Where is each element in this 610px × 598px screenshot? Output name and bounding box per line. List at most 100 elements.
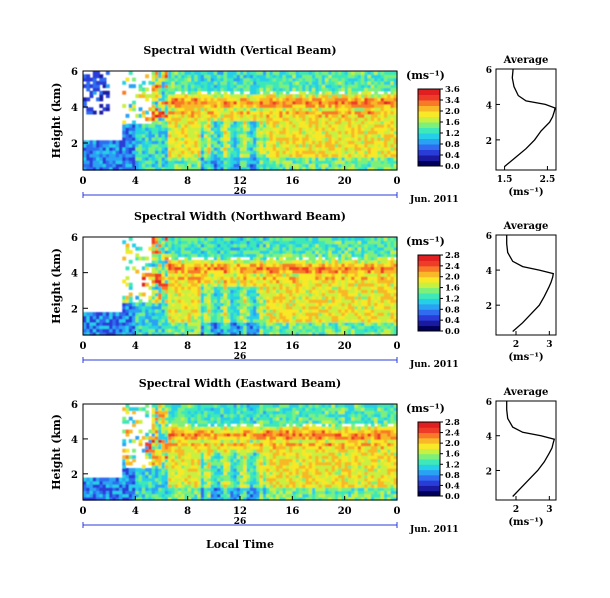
heatmap-cell xyxy=(132,315,136,320)
heatmap-cell xyxy=(302,279,307,284)
heatmap-cell xyxy=(226,133,231,138)
heatmap-cell xyxy=(285,87,290,92)
heatmap-cell xyxy=(122,90,127,95)
heatmap-cell xyxy=(164,113,169,118)
heatmap-cell xyxy=(318,276,323,281)
heatmap-cell xyxy=(174,97,179,102)
heatmap-cell xyxy=(292,246,297,251)
heatmap-cell xyxy=(253,120,257,125)
heatmap-cell xyxy=(243,74,248,79)
heatmap-cell xyxy=(161,113,166,118)
heatmap-cell xyxy=(233,315,238,320)
heatmap-cell xyxy=(282,156,287,161)
heatmap-cell xyxy=(305,253,310,258)
heatmap-cell xyxy=(361,84,365,89)
heatmap-cell xyxy=(236,269,241,274)
heatmap-cell xyxy=(262,318,267,323)
heatmap-cell xyxy=(151,166,156,171)
heatmap-cell xyxy=(177,243,182,248)
heatmap-cell xyxy=(174,77,179,82)
heatmap-cell xyxy=(197,77,202,82)
heatmap-cell xyxy=(347,279,352,284)
heatmap-cell xyxy=(177,100,182,105)
heatmap-cell xyxy=(298,130,303,135)
heatmap-cell xyxy=(210,133,215,138)
heatmap-cell xyxy=(292,331,297,336)
heatmap-cell xyxy=(256,289,261,294)
heatmap-cell xyxy=(344,71,349,75)
heatmap-cell xyxy=(128,84,133,89)
heatmap-cell xyxy=(164,146,169,151)
heatmap-cell xyxy=(158,315,163,320)
heatmap-cell xyxy=(259,150,264,155)
heatmap-cell xyxy=(387,133,392,138)
heatmap-cell xyxy=(285,302,290,307)
heatmap-cell xyxy=(217,246,221,251)
heatmap-cell xyxy=(357,110,362,115)
heatmap-cell xyxy=(115,150,120,155)
heatmap-cell xyxy=(266,163,271,168)
heatmap-cell xyxy=(269,308,274,313)
heatmap-cell xyxy=(321,160,326,164)
heatmap-cell xyxy=(282,289,287,294)
heatmap-cell xyxy=(171,331,176,336)
heatmap-cell xyxy=(96,156,100,161)
heatmap-cell xyxy=(364,272,369,277)
heatmap-cell xyxy=(305,269,310,274)
heatmap-cell xyxy=(197,282,202,287)
heatmap-cell xyxy=(351,130,356,135)
heatmap-cell xyxy=(109,153,114,158)
heatmap-cell xyxy=(285,305,290,310)
heatmap-cell xyxy=(164,325,169,330)
heatmap-cell xyxy=(282,315,287,320)
heatmap-cell xyxy=(367,325,372,330)
heatmap-cell xyxy=(197,166,202,171)
heatmap-cell xyxy=(305,318,310,323)
heatmap-cell xyxy=(262,286,267,290)
heatmap-cell xyxy=(367,120,372,125)
heatmap-cell xyxy=(295,130,300,135)
heatmap-cell xyxy=(243,292,248,297)
heatmap-cell xyxy=(292,97,297,102)
heatmap-cell xyxy=(374,137,378,141)
heatmap-cell xyxy=(275,110,280,115)
heatmap-cell xyxy=(236,123,241,128)
heatmap-cell xyxy=(390,84,395,89)
heatmap-cell xyxy=(272,312,277,316)
heatmap-cell xyxy=(269,140,274,145)
heatmap-cell xyxy=(351,156,356,161)
heatmap-cell xyxy=(171,276,176,281)
heatmap-cell xyxy=(220,127,225,131)
heatmap-cell xyxy=(118,315,123,320)
heatmap-cell xyxy=(148,302,153,307)
heatmap-cell xyxy=(154,321,159,326)
heatmap-cell xyxy=(220,272,225,277)
heatmap-cell xyxy=(285,308,290,313)
heatmap-cell xyxy=(164,87,169,92)
heatmap-cell xyxy=(102,321,107,326)
heatmap-cell xyxy=(213,156,218,161)
heatmap-cell xyxy=(171,263,176,267)
heatmap-cell xyxy=(285,325,290,330)
heatmap-cell xyxy=(364,90,369,95)
heatmap-cell xyxy=(181,110,185,115)
heatmap-cell xyxy=(331,140,336,145)
heatmap-cell xyxy=(279,146,284,151)
heatmap-cell xyxy=(177,276,182,281)
heatmap-cell xyxy=(86,84,91,89)
heatmap-cell xyxy=(168,276,172,281)
heatmap-cell xyxy=(151,71,156,75)
heatmap-cell xyxy=(325,250,329,254)
heatmap-cell xyxy=(168,253,172,258)
heatmap-cell xyxy=(328,74,333,79)
heatmap-cell xyxy=(311,289,316,294)
heatmap-cell xyxy=(253,153,257,158)
heatmap-cell xyxy=(148,246,153,251)
heatmap-cell xyxy=(171,243,176,248)
heatmap-cell xyxy=(334,243,339,248)
heatmap-cell xyxy=(364,166,369,171)
heatmap-cell xyxy=(334,308,339,313)
heatmap-cell xyxy=(158,130,163,135)
heatmap-cell xyxy=(347,153,352,158)
heatmap-cell xyxy=(132,166,136,171)
